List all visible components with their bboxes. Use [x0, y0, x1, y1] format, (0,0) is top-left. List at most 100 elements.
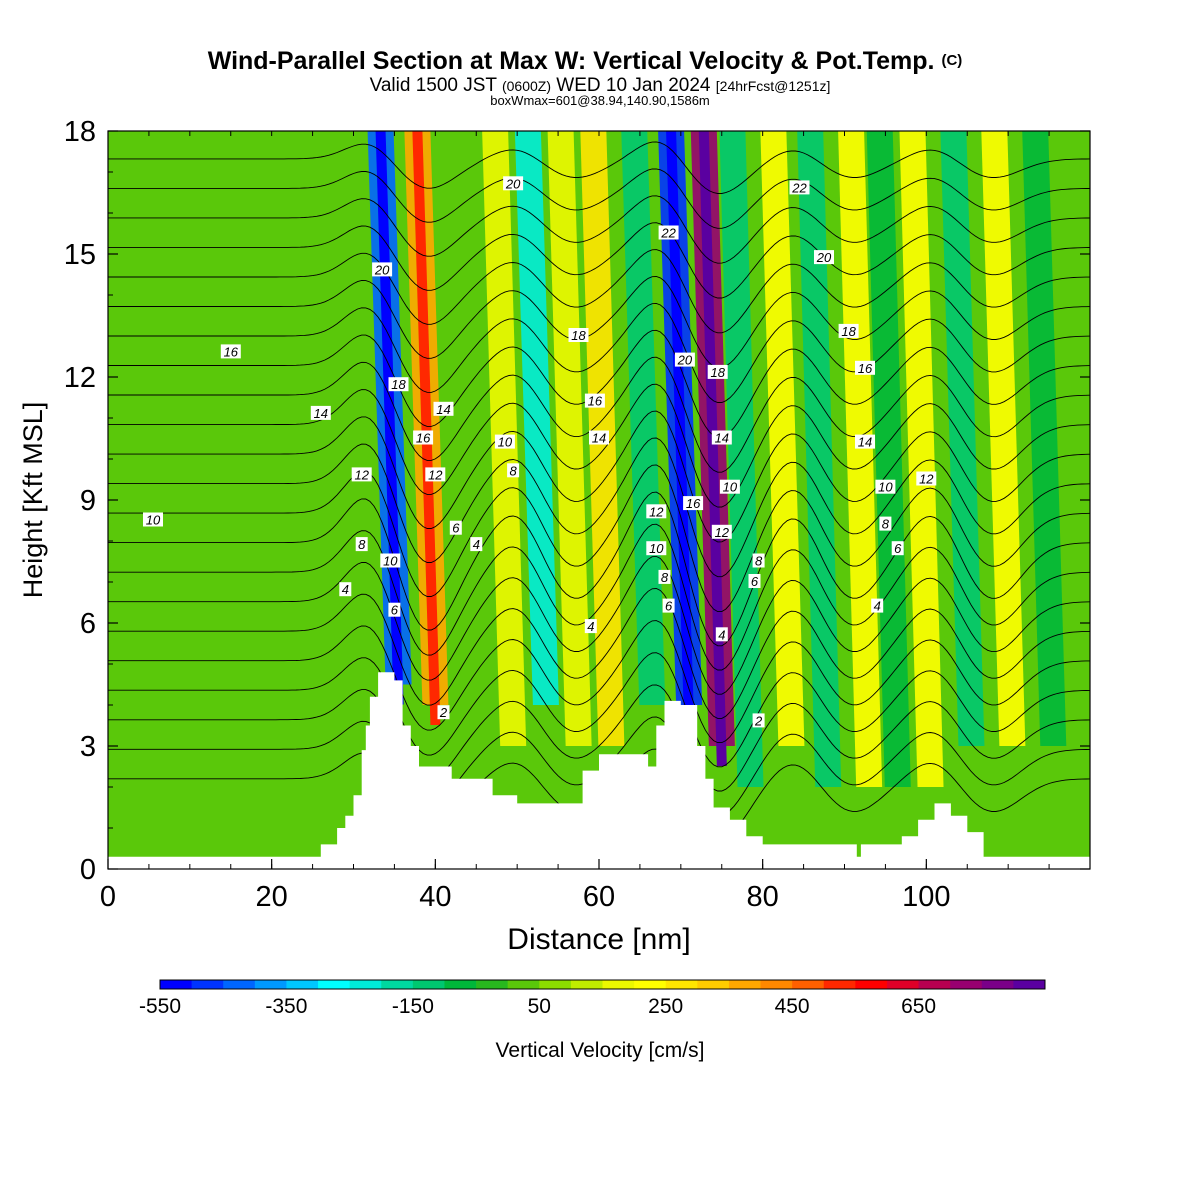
theta-label-text: 6 [452, 521, 460, 536]
theta-contour [108, 684, 1090, 792]
chart-title-text: Wind-Parallel Section at Max W: Vertical… [208, 47, 935, 75]
w-band [797, 131, 842, 787]
theta-label-bg [814, 250, 834, 265]
colorbar-frame [159, 979, 1046, 990]
theta-label: 8 [658, 569, 671, 585]
colorbar-tick-label: 50 [528, 995, 551, 1018]
theta-label-bg [388, 377, 409, 392]
theta-label: 16 [220, 344, 241, 359]
y-tick-label: 15 [64, 239, 96, 271]
theta-label-bg [748, 574, 761, 588]
x-tick-label: 40 [419, 881, 451, 913]
colorbar-swatch [191, 980, 224, 989]
colorbar-swatch [476, 980, 509, 989]
theta-contour [108, 410, 1090, 543]
theta-label: 16 [413, 430, 434, 446]
colorbar-swatch [918, 980, 951, 989]
x-tick-label: 60 [583, 881, 615, 913]
theta-label-text: 16 [416, 431, 431, 446]
theta-label: 8 [752, 553, 765, 569]
theta-contour [108, 276, 1090, 369]
colorbar-swatch [381, 980, 414, 989]
colorbar-swatch [886, 980, 920, 989]
theta-label: 10 [646, 541, 667, 556]
theta-label-text: 14 [436, 402, 450, 417]
theta-label: 6 [662, 598, 675, 614]
theta-label-text: 20 [677, 353, 693, 368]
theta-contour [108, 141, 1090, 194]
theta-contour [108, 523, 1090, 671]
theta-label-bg [707, 364, 728, 379]
theta-label: 20 [814, 250, 834, 265]
theta-label: 10 [380, 553, 401, 569]
theta-label-text: 10 [498, 435, 513, 450]
w-band-core [698, 131, 727, 766]
theta-label: 4 [470, 537, 483, 552]
y-tick-label: 9 [80, 485, 96, 517]
colorbar-tick-label: -550 [139, 995, 181, 1018]
theta-label-bg [507, 463, 520, 478]
x-tick-label: 0 [100, 881, 116, 913]
y-tick-label: 0 [80, 854, 96, 886]
theta-label: 18 [838, 323, 859, 339]
theta-label-text: 4 [718, 627, 725, 642]
colorbar-tick-label: 250 [648, 995, 683, 1018]
w-band [547, 131, 592, 746]
theta-label-text: 2 [754, 713, 763, 728]
theta-label: 10 [143, 512, 163, 528]
w-band [621, 131, 666, 705]
theta-label-text: 14 [592, 431, 606, 446]
theta-label-text: 20 [374, 262, 390, 277]
theta-label-bg [662, 598, 675, 613]
chart-title: Wind-Parallel Section at Max W: Vertical… [208, 47, 963, 75]
w-band [866, 131, 911, 787]
y-tick-label: 18 [64, 116, 96, 148]
theta-label: 12 [711, 524, 732, 540]
theta-label-bg [589, 430, 609, 445]
colorbar-label: Vertical Velocity [cm/s] [496, 1039, 705, 1062]
theta-label-text: 4 [874, 599, 881, 614]
theta-contours [108, 141, 1090, 840]
theta-label-bg [789, 180, 810, 195]
theta-label: 18 [707, 364, 728, 380]
theta-label: 8 [879, 516, 892, 532]
theta-label-bg [683, 496, 704, 511]
theta-label: 22 [789, 180, 810, 195]
theta-label-bg [875, 479, 896, 494]
theta-label-text: 10 [878, 480, 893, 495]
theta-label: 16 [584, 393, 605, 409]
w-band [1022, 131, 1067, 746]
x-tick-label: 20 [256, 881, 288, 913]
theta-label: 4 [584, 619, 597, 634]
theta-label-bg [674, 352, 695, 367]
w-band [760, 131, 805, 746]
colorbar-tick-label: 650 [901, 995, 936, 1018]
theta-label-bg [838, 323, 859, 338]
y-tick-label: 6 [80, 608, 96, 640]
theta-label: 2 [752, 713, 765, 728]
theta-contour [108, 356, 1090, 473]
theta-label-text: 12 [919, 472, 934, 487]
colorbar-swatch [950, 980, 983, 989]
w-band [981, 131, 1026, 746]
theta-label-text: 20 [816, 250, 832, 265]
theta-label-text: 8 [755, 554, 763, 569]
theta-contour [108, 222, 1090, 299]
colorbar-swatch [728, 980, 762, 989]
theta-label-bg [871, 598, 884, 613]
theta-label-bg [891, 541, 904, 556]
theta-label-text: 4 [587, 619, 594, 634]
theta-label-text: 10 [146, 513, 161, 528]
forecast-info: [24hrFcst@1251z] [716, 78, 831, 94]
y-axis: 0 3 6 9 12 15 18 [64, 116, 1090, 886]
theta-label: 6 [891, 541, 904, 556]
theta-label: 14 [855, 434, 875, 450]
theta-label-bg [658, 569, 671, 584]
colorbar-swatch [318, 980, 351, 989]
theta-label: 4 [715, 627, 728, 642]
theta-label-text: 16 [686, 496, 701, 511]
theta-label-bg [503, 176, 524, 191]
theta-label: 4 [339, 582, 352, 597]
w-band [899, 131, 944, 787]
